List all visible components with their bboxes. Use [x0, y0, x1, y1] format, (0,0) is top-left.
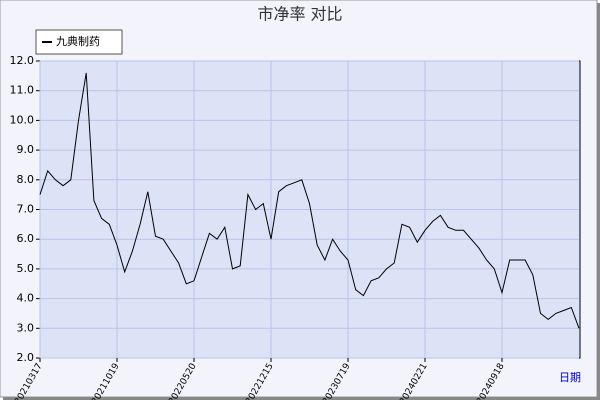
legend-label: 九典制药: [56, 34, 100, 48]
y-tick-label: 9.0: [17, 143, 35, 156]
data-line: [39, 72, 580, 329]
y-tick-label: 7.0: [17, 203, 35, 216]
frame-shadow: [3, 397, 600, 400]
y-tick-label: 5.0: [17, 262, 35, 275]
chart-title: 市净率 对比: [257, 5, 342, 24]
x-axis-label: 日期: [559, 371, 581, 384]
y-tick-label: 6.0: [17, 232, 35, 245]
frame-shadow: [597, 3, 600, 400]
y-tick-label: 3.0: [17, 321, 35, 334]
y-tick-label: 10.0: [10, 113, 35, 126]
y-tick-label: 2.0: [17, 351, 35, 364]
y-tick-label: 8.0: [17, 173, 35, 186]
y-tick-label: 4.0: [17, 292, 35, 305]
y-tick-label: 11.0: [10, 84, 35, 97]
y-tick-label: 12.0: [10, 54, 35, 67]
